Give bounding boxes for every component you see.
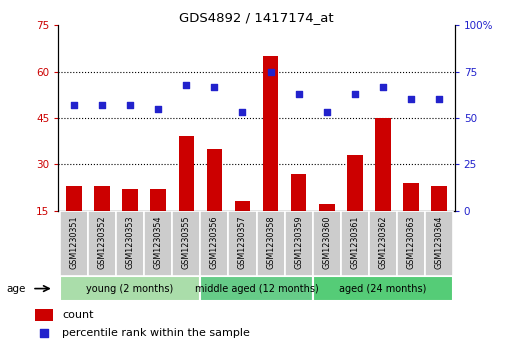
- Bar: [60, 211, 88, 276]
- Bar: [425, 211, 453, 276]
- Bar: [144, 211, 172, 276]
- Bar: [66, 186, 82, 211]
- Text: GSM1230359: GSM1230359: [294, 216, 303, 269]
- Point: [323, 110, 331, 115]
- Bar: [375, 118, 391, 211]
- Text: GSM1230355: GSM1230355: [182, 216, 191, 269]
- Text: GSM1230356: GSM1230356: [210, 216, 219, 269]
- Bar: [172, 211, 200, 276]
- Bar: [200, 211, 229, 276]
- Text: GSM1230357: GSM1230357: [238, 216, 247, 269]
- Bar: [235, 201, 250, 211]
- Bar: [94, 186, 110, 211]
- Bar: [347, 155, 363, 211]
- Bar: [284, 211, 313, 276]
- Point: [435, 97, 443, 102]
- Text: count: count: [62, 310, 93, 320]
- Bar: [35, 309, 53, 321]
- Text: GSM1230352: GSM1230352: [98, 216, 107, 269]
- Text: aged (24 months): aged (24 months): [339, 284, 427, 294]
- Point: [267, 69, 275, 75]
- Bar: [431, 186, 447, 211]
- Point: [379, 83, 387, 89]
- Text: middle aged (12 months): middle aged (12 months): [195, 284, 319, 294]
- Text: young (2 months): young (2 months): [86, 284, 174, 294]
- Point: [351, 91, 359, 97]
- Bar: [313, 211, 341, 276]
- Point: [407, 97, 415, 102]
- Bar: [207, 149, 222, 211]
- Bar: [369, 211, 397, 276]
- Title: GDS4892 / 1417174_at: GDS4892 / 1417174_at: [179, 11, 334, 24]
- Point: [40, 330, 48, 336]
- Point: [154, 106, 162, 112]
- Bar: [150, 189, 166, 211]
- Text: GSM1230363: GSM1230363: [406, 216, 416, 269]
- Bar: [319, 204, 335, 211]
- Point: [126, 102, 134, 108]
- Point: [70, 102, 78, 108]
- Bar: [263, 56, 278, 211]
- Text: percentile rank within the sample: percentile rank within the sample: [62, 328, 250, 338]
- Text: GSM1230358: GSM1230358: [266, 216, 275, 269]
- Point: [182, 82, 190, 87]
- Text: GSM1230360: GSM1230360: [322, 216, 331, 269]
- Bar: [178, 136, 194, 211]
- Bar: [200, 276, 313, 301]
- Bar: [229, 211, 257, 276]
- Bar: [122, 189, 138, 211]
- Bar: [403, 183, 419, 211]
- Bar: [257, 211, 284, 276]
- Text: age: age: [7, 284, 26, 294]
- Bar: [341, 211, 369, 276]
- Bar: [397, 211, 425, 276]
- Bar: [291, 174, 306, 211]
- Text: GSM1230361: GSM1230361: [351, 216, 359, 269]
- Point: [295, 91, 303, 97]
- Text: GSM1230353: GSM1230353: [125, 216, 135, 269]
- Text: GSM1230362: GSM1230362: [378, 216, 388, 269]
- Bar: [88, 211, 116, 276]
- Bar: [313, 276, 453, 301]
- Point: [210, 83, 218, 89]
- Text: GSM1230364: GSM1230364: [435, 216, 443, 269]
- Point: [238, 110, 246, 115]
- Point: [98, 102, 106, 108]
- Text: GSM1230351: GSM1230351: [70, 216, 78, 269]
- Bar: [60, 276, 200, 301]
- Bar: [116, 211, 144, 276]
- Text: GSM1230354: GSM1230354: [154, 216, 163, 269]
